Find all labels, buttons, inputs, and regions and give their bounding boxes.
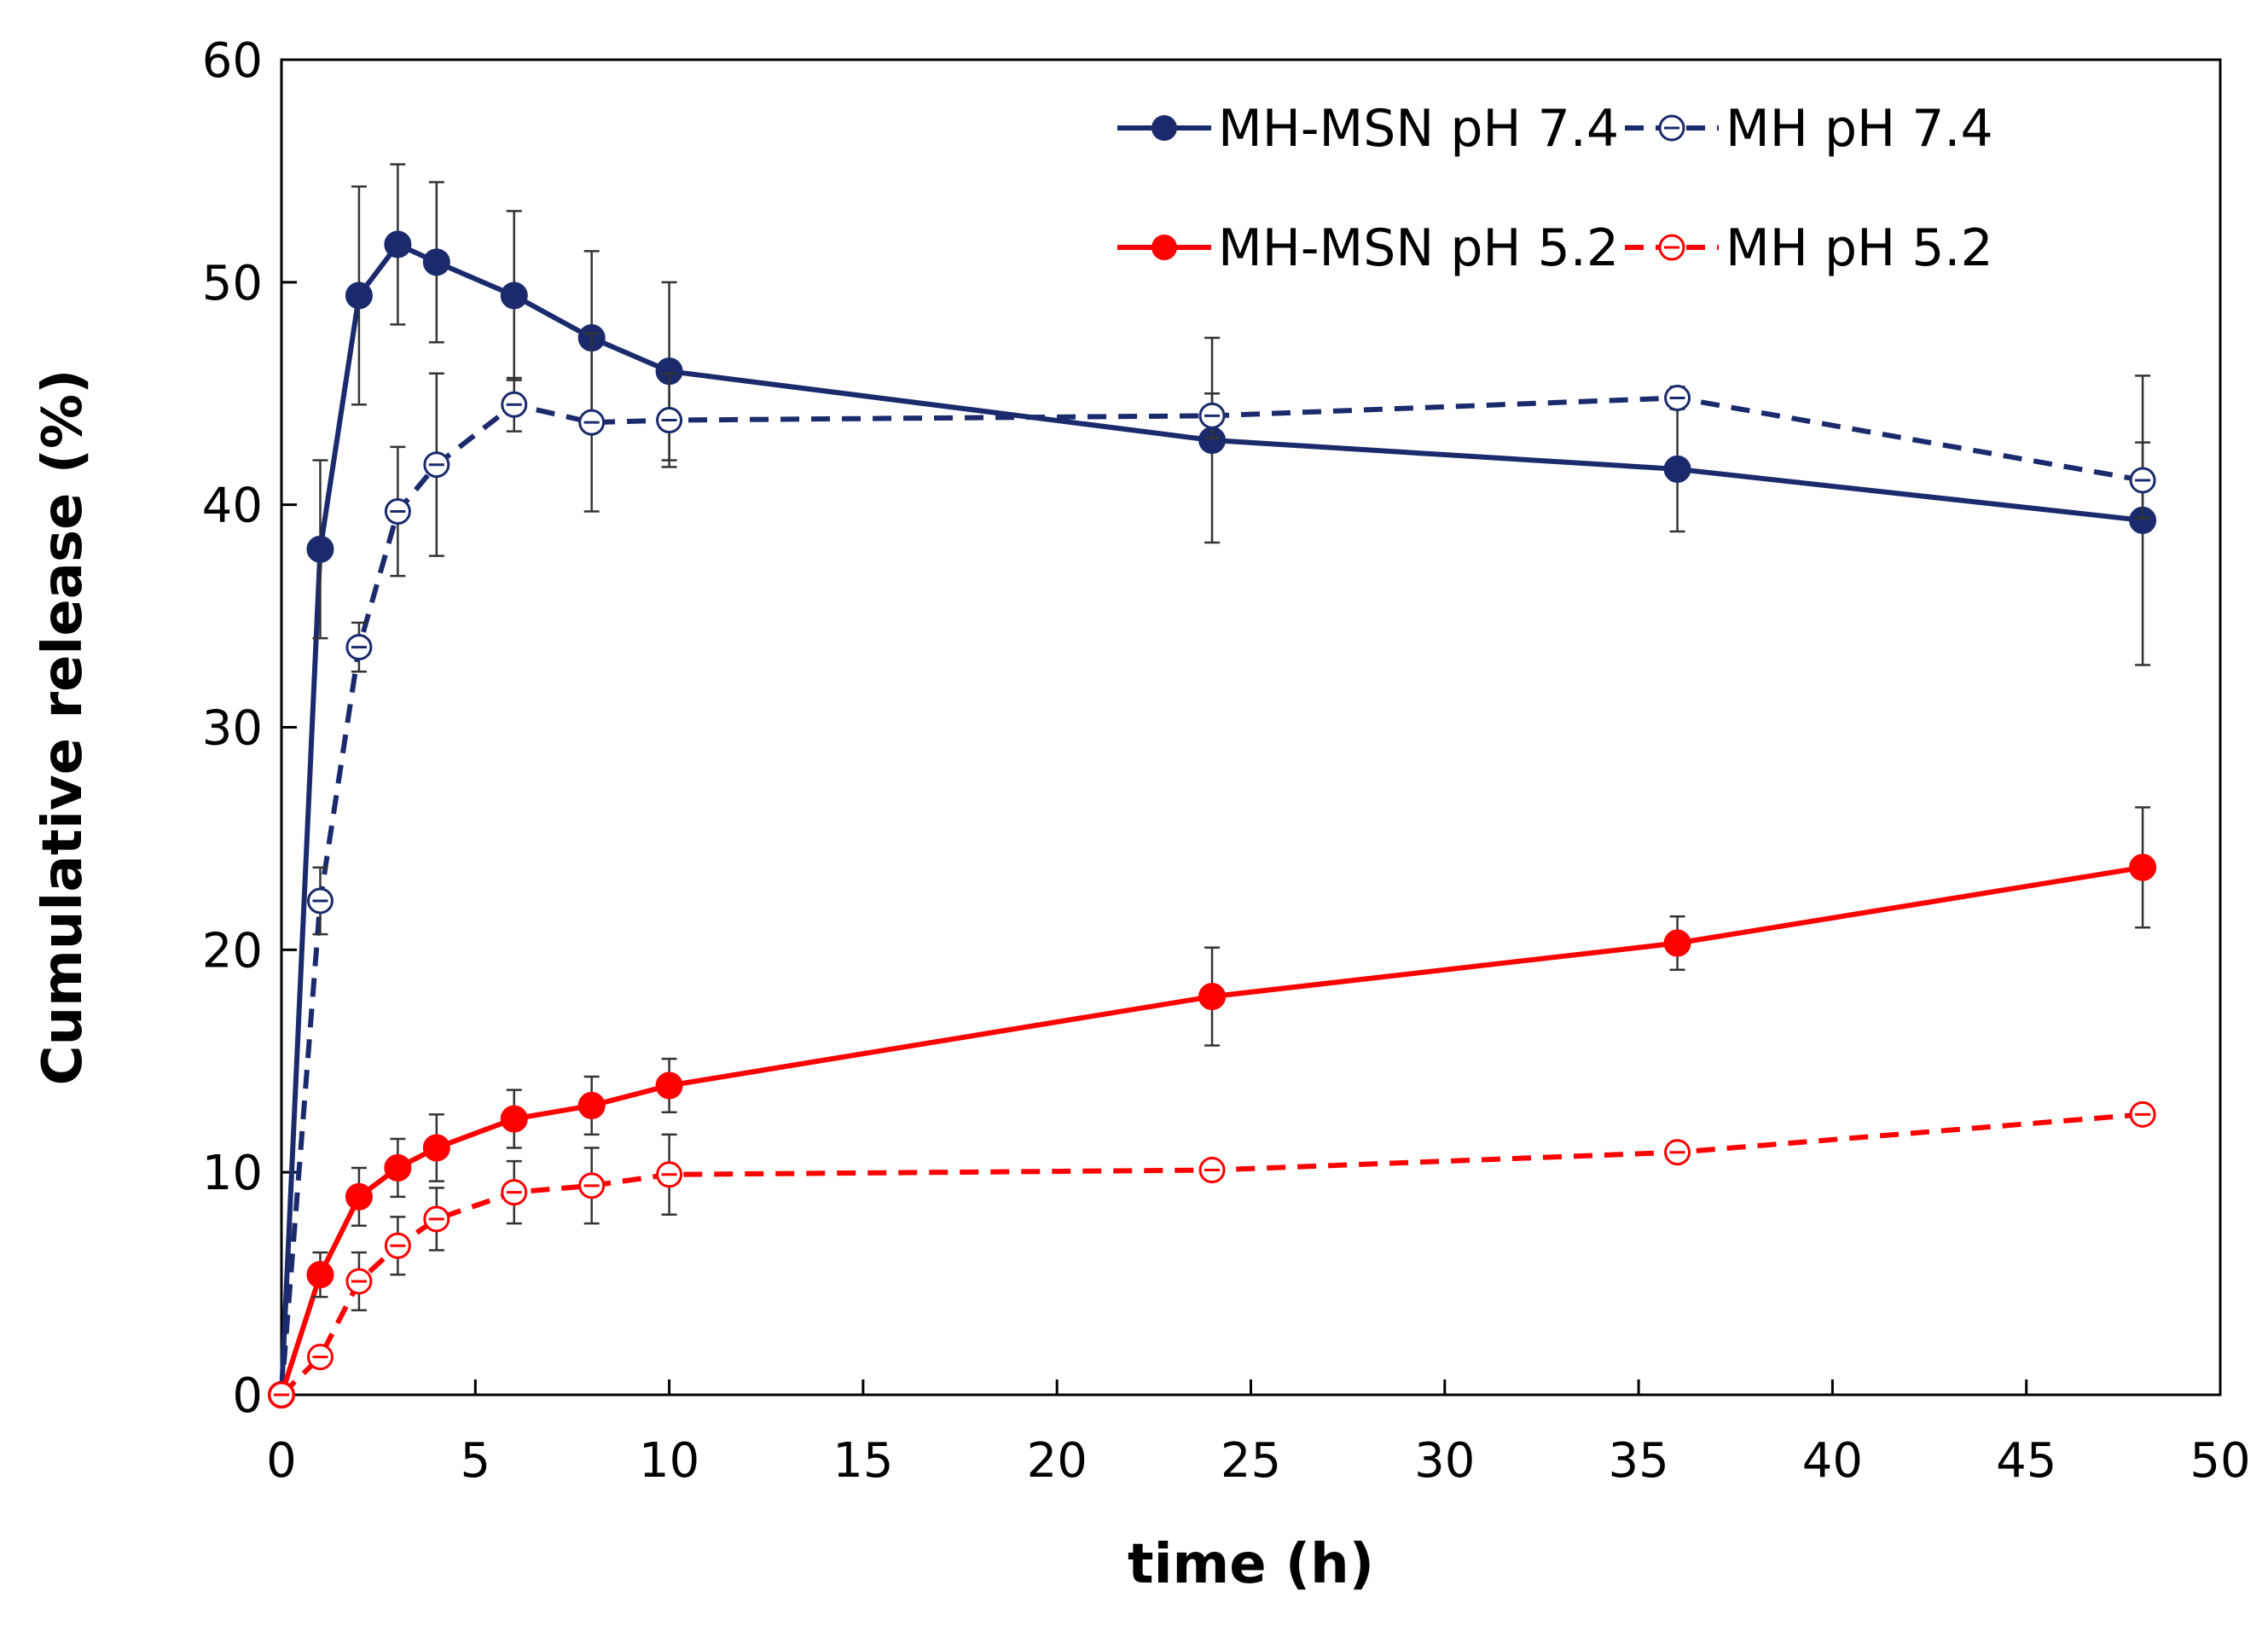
data-point bbox=[1198, 983, 1227, 1011]
data-point bbox=[422, 1134, 450, 1162]
x-tick-label: 25 bbox=[1221, 1433, 1281, 1489]
data-point bbox=[656, 407, 683, 434]
series-layer bbox=[268, 163, 2157, 1408]
data-point bbox=[578, 409, 606, 436]
data-point bbox=[2129, 1100, 2156, 1128]
axis-ticks: 0 5 10 15 20 25 30 35 40 45 50 0 10 20 30 40 50 60 bbox=[202, 33, 2251, 1489]
data-point bbox=[655, 1071, 683, 1100]
x-tick-label: 45 bbox=[1996, 1433, 2056, 1489]
data-point bbox=[345, 1268, 373, 1295]
data-point bbox=[422, 248, 450, 276]
y-tick-label: 50 bbox=[202, 256, 263, 311]
legend-label: MH pH 7.4 bbox=[1726, 99, 1993, 159]
x-tick-label: 10 bbox=[639, 1433, 699, 1489]
data-point bbox=[500, 1105, 528, 1133]
data-point bbox=[384, 1232, 411, 1259]
legend-swatch-marker bbox=[1151, 115, 1177, 141]
data-point bbox=[306, 887, 334, 915]
legend-swatch-marker bbox=[1658, 234, 1685, 261]
legend-label: MH-MSN pH 5.2 bbox=[1218, 218, 1619, 278]
legend-swatch-marker bbox=[1151, 235, 1177, 260]
data-point bbox=[2129, 467, 2156, 494]
x-axis-title: time (h) bbox=[1128, 1533, 1374, 1596]
y-tick-label: 30 bbox=[202, 701, 263, 757]
data-point bbox=[345, 282, 373, 310]
series-mh-msn-ph-7-4 bbox=[268, 163, 2157, 1408]
data-point bbox=[345, 634, 373, 661]
y-axis-title: Cumulative release (%) bbox=[32, 369, 95, 1086]
data-point bbox=[1663, 455, 1691, 483]
legend-entry-mh-msn-ph-5-2: MH-MSN pH 5.2 bbox=[1117, 218, 1619, 278]
data-point bbox=[2129, 853, 2157, 881]
x-tick-label: 5 bbox=[460, 1433, 490, 1489]
legend-entry-mh-ph-5-2: MH pH 5.2 bbox=[1625, 218, 1993, 278]
data-point bbox=[501, 391, 528, 418]
legend-label: MH-MSN pH 7.4 bbox=[1218, 99, 1619, 159]
y-tick-label: 20 bbox=[202, 923, 263, 979]
data-point bbox=[501, 1179, 528, 1206]
series-mh-ph-5-2 bbox=[268, 1100, 2156, 1408]
data-point bbox=[578, 1172, 606, 1199]
x-tick-label: 35 bbox=[1608, 1433, 1668, 1489]
y-tick-label: 60 bbox=[202, 33, 263, 89]
data-point bbox=[1664, 1139, 1691, 1166]
x-tick-label: 15 bbox=[832, 1433, 893, 1489]
x-tick-label: 20 bbox=[1027, 1433, 1088, 1489]
data-point bbox=[306, 1344, 334, 1371]
x-tick-label: 50 bbox=[2190, 1433, 2250, 1489]
data-point bbox=[423, 1205, 450, 1233]
x-tick-label: 0 bbox=[266, 1433, 297, 1489]
y-tick-label: 0 bbox=[232, 1368, 263, 1424]
data-point bbox=[384, 497, 411, 525]
legend-swatch-marker bbox=[1658, 114, 1685, 142]
data-point bbox=[384, 1153, 412, 1182]
data-point bbox=[500, 282, 528, 310]
data-point bbox=[1198, 1157, 1226, 1184]
y-tick-label: 10 bbox=[202, 1146, 263, 1201]
data-point bbox=[268, 1381, 295, 1408]
legend-entry-mh-ph-7-4: MH pH 7.4 bbox=[1625, 99, 1993, 159]
x-tick-label: 30 bbox=[1414, 1433, 1475, 1489]
series-mh-ph-7-4 bbox=[268, 332, 2156, 1408]
data-point bbox=[306, 535, 334, 563]
data-point bbox=[306, 1261, 334, 1289]
legend: MH-MSN pH 7.4 MH pH 7.4 MH-MSN pH 5.2 MH pH… bbox=[1117, 99, 1993, 278]
data-point bbox=[577, 1091, 606, 1119]
y-tick-label: 40 bbox=[202, 479, 263, 534]
data-point bbox=[1198, 402, 1226, 429]
legend-entry-mh-msn-ph-7-4: MH-MSN pH 7.4 bbox=[1117, 99, 1619, 159]
data-point bbox=[656, 1161, 683, 1188]
data-point bbox=[1664, 384, 1691, 411]
x-tick-label: 40 bbox=[1802, 1433, 1863, 1489]
data-point bbox=[423, 451, 450, 479]
data-point bbox=[384, 230, 412, 258]
legend-label: MH pH 5.2 bbox=[1726, 218, 1993, 278]
data-point bbox=[1663, 929, 1691, 957]
data-point bbox=[345, 1182, 373, 1211]
